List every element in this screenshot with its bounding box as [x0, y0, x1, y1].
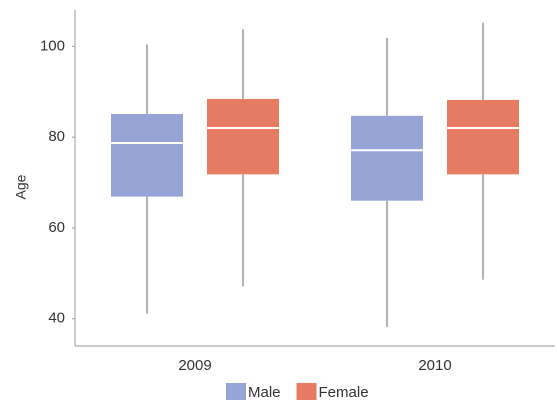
y-tick-label: 40 [48, 310, 65, 327]
box [207, 98, 279, 175]
x-tick-label: 2009 [178, 357, 211, 374]
y-tick-label: 100 [40, 37, 65, 54]
legend-label: Male [248, 384, 281, 401]
x-tick-label: 2010 [418, 357, 451, 374]
y-tick-label: 80 [48, 128, 65, 145]
legend-swatch [226, 383, 246, 400]
y-tick-label: 60 [48, 219, 65, 236]
y-axis-label: Age [13, 174, 29, 199]
box [351, 115, 423, 201]
legend-label: Female [319, 384, 369, 401]
box [111, 113, 183, 197]
box [447, 99, 519, 175]
legend-swatch [296, 383, 317, 400]
